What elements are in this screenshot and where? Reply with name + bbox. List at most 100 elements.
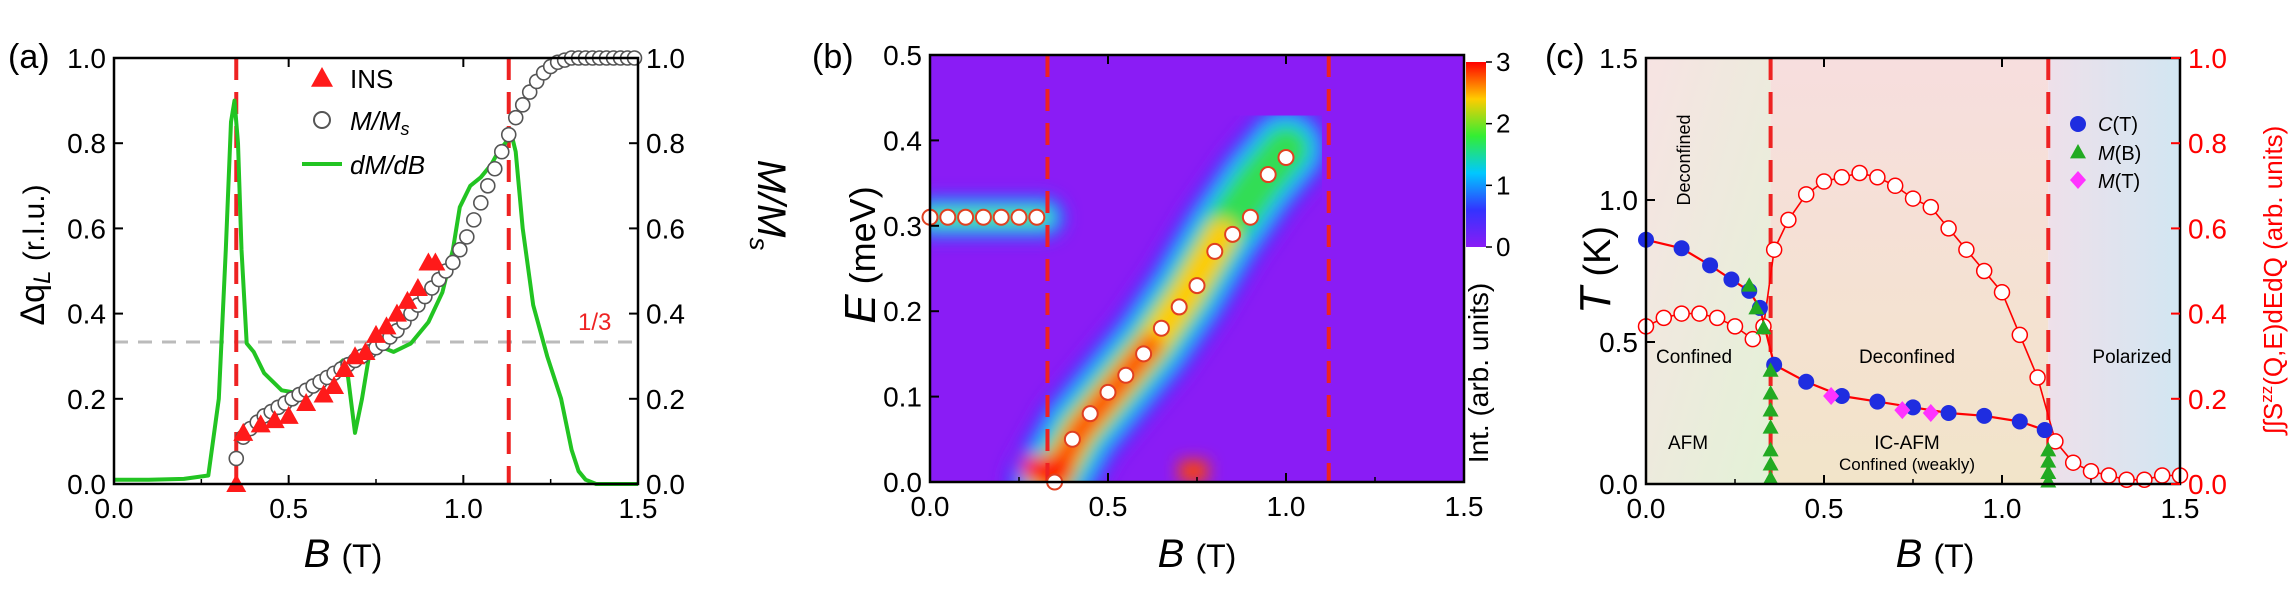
panel-c-legend: C(T) M(B) M(T) [2070,114,2141,193]
heatmap-bottom-spot [1179,460,1208,482]
ct-point [1833,387,1850,404]
panel-a-left-y-tick-label: 1.0 [67,43,106,74]
panel-b-x-tick-label: 0.5 [1089,491,1128,522]
ins-point [366,324,386,343]
ins-point [386,303,407,322]
panel-c-left-y-tick-label: 1.5 [1599,43,1638,74]
region-confined: Confined [1656,347,1732,368]
mb-point [2040,441,2057,457]
integrated-intensity-point [1708,309,1726,327]
panel-c-left-y-tick-label: 0.0 [1599,469,1638,500]
colorbar-tick-label: 0 [1496,232,1510,262]
ins-point [425,252,446,271]
mms-point [486,160,503,177]
mb-point [1762,456,1779,471]
panel-a-x-tick-label: 1.0 [444,493,483,524]
panel-c-right-y-tick-label: 0.8 [2188,128,2227,159]
mms-point [514,97,531,113]
mms-point [452,241,468,258]
panel-b-y-label: E (meV) [836,186,885,323]
colorbar-tick-label: 2 [1496,109,1510,139]
heatmap-area [930,55,1464,482]
mb-point [1762,385,1779,400]
legend-mb-label: M(B) [2098,143,2141,165]
dispersion-point [1259,166,1277,184]
panel-a-left-y-tick-label: 0.0 [67,469,106,500]
dispersion-point [1170,298,1188,316]
ins-point [233,422,254,441]
dispersion-point [939,208,957,226]
dispersion-point [1224,225,1242,243]
integrated-intensity-point [2011,326,2029,344]
integrated-intensity-point [1797,186,1815,203]
legend-ct-marker [2070,116,2086,132]
panel-a-right-y-tick-label: 0.8 [646,128,685,159]
ins-point [397,290,418,309]
panel-a-left-y-tick-label: 0.4 [67,299,106,330]
panel-a-label: (a) [8,38,50,76]
dispersion-point [992,208,1010,226]
panel-c-x-tick-label: 0.0 [1627,493,1666,524]
panel-b-label: (b) [812,38,854,76]
integrated-intensity-point [1765,241,1783,258]
mb-point [1762,402,1779,417]
panel-c-right-y-tick-label: 1.0 [2188,43,2227,74]
integrated-intensity-point [1851,164,1868,182]
panel-a: (a) 0.0 0.5 1.0 1.50.00.20.40.60.81.00.00.2… [8,38,793,576]
integrated-intensity-point [2082,462,2100,480]
mt-point [1894,401,1911,420]
ins-point [334,358,355,377]
panel-c-left-y-label: T (K) [1571,226,1620,314]
panel-a-right-y-tick-label: 0.6 [646,213,685,244]
panel-a-x-tick-label: 0.5 [269,493,308,524]
panel-a-right-y-tick-label: 0.2 [646,384,685,415]
panel-a-right-y-tick-label: 0.0 [646,469,685,500]
dispersion-point [1188,277,1206,295]
ins-point [313,384,334,403]
mms-point [500,126,517,143]
panel-c-right-y-tick-label: 0.6 [2188,213,2227,244]
mms-point [466,212,482,228]
panel-c-left-y-tick-label: 1.0 [1599,185,1638,216]
panel-a-legend: INS M/Ms dM/dB [302,64,425,180]
dispersion-point [1135,345,1153,363]
region-deconfined-left: Deconfined [1674,114,1694,205]
ct-point [2036,422,2053,439]
dispersion-point [1117,366,1135,384]
integrated-intensity-point [1922,198,1940,216]
legend-mb-marker [2070,144,2086,159]
legend-ct-label: C(T) [2098,114,2138,136]
integrated-intensity-point [1691,305,1708,322]
dispersion-point [1010,208,1028,226]
legend-dmdb-label: dM/dB [350,150,425,180]
mb-point [1748,299,1765,315]
legend-ins-marker [311,67,333,87]
panel-b-left-y-tick-label: 0.1 [883,382,922,413]
mms-point [521,84,538,100]
panel-c-x-tick-label: 0.5 [1805,493,1844,524]
ins-point [407,278,428,297]
panel-c-x-tick-label: 1.0 [1983,493,2022,524]
panel-a-x-tick-label: 0.0 [95,493,134,524]
integrated-intensity-point [2100,467,2118,484]
legend-mt-label: M(T) [2098,171,2140,193]
panel-a-right-y-tick-label: 1.0 [646,43,685,74]
legend-mms-marker [313,111,331,129]
integrated-intensity-point [1673,305,1690,322]
integrated-intensity-point [1869,169,1886,186]
legend-mms-label: M/Ms [350,106,410,139]
legend-ins-label: INS [350,64,393,94]
colorbar-tick-label: 3 [1496,47,1510,77]
panel-c-x-tick-label: 1.5 [2161,493,2200,524]
integrated-intensity-point [1886,177,1904,195]
integrated-intensity-point [2153,467,2171,484]
panel-a-left-y-label: ΔqL (r.l.u.) [14,184,56,325]
ins-point [376,316,397,335]
ins-point [296,393,317,412]
mb-point [1755,319,1772,335]
colorbar [1466,62,1486,247]
panel-b-left-y-tick-label: 0.5 [883,40,922,71]
dispersion-point [1241,208,1259,226]
mb-point [1762,362,1779,377]
